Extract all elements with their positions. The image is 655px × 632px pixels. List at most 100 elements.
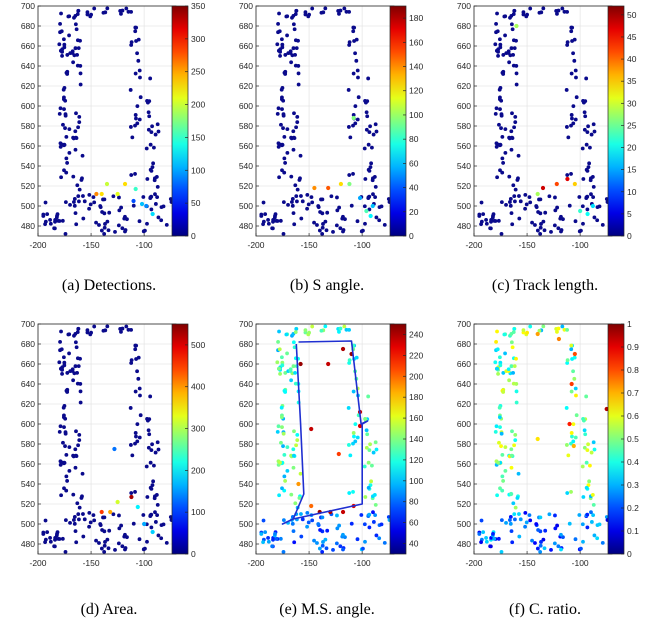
data-point xyxy=(77,114,82,119)
data-point xyxy=(291,364,296,369)
data-point xyxy=(294,9,299,13)
data-point xyxy=(591,513,596,517)
data-point xyxy=(279,355,284,360)
data-point xyxy=(79,496,84,500)
data-point xyxy=(297,178,302,182)
data-point xyxy=(73,453,78,458)
data-point xyxy=(294,443,299,448)
data-point xyxy=(338,326,343,331)
data-point xyxy=(67,469,72,473)
data-point xyxy=(334,223,339,228)
data-point xyxy=(509,211,514,216)
data-point xyxy=(374,533,379,538)
data-point xyxy=(154,493,159,497)
data-point xyxy=(510,222,515,227)
data-point xyxy=(366,76,371,81)
colorbar-tick-label: 0.4 xyxy=(627,457,639,467)
data-point xyxy=(63,518,68,523)
data-point xyxy=(382,540,387,545)
data-point xyxy=(295,199,299,204)
data-point xyxy=(517,216,522,221)
y-tick-label: 480 xyxy=(239,539,253,549)
data-point xyxy=(581,177,586,181)
data-point xyxy=(584,142,589,147)
x-tick-label: -100 xyxy=(572,558,589,568)
colorbar-tick-label: 160 xyxy=(409,413,423,423)
colorbar-tick-label: 160 xyxy=(409,37,423,47)
data-point xyxy=(509,340,514,345)
data-point xyxy=(362,522,367,527)
data-point xyxy=(73,147,78,152)
data-point xyxy=(289,492,294,497)
data-point xyxy=(292,540,297,545)
data-point xyxy=(306,520,311,525)
data-point xyxy=(131,203,136,208)
data-point xyxy=(569,172,573,176)
data-point xyxy=(371,520,376,524)
data-point xyxy=(150,442,154,447)
data-point xyxy=(502,14,507,19)
data-point xyxy=(573,537,578,542)
data-point xyxy=(153,520,158,524)
highlight-point xyxy=(94,191,99,197)
y-tick-label: 540 xyxy=(457,479,471,489)
data-point xyxy=(552,223,557,228)
data-point xyxy=(76,46,81,51)
colorbar-tick-label: 25 xyxy=(627,120,637,130)
data-point xyxy=(102,515,107,520)
data-point xyxy=(289,200,294,204)
data-point xyxy=(355,219,360,224)
data-point xyxy=(62,425,66,430)
data-point xyxy=(134,116,138,121)
x-tick-label: -100 xyxy=(572,240,589,250)
data-point xyxy=(559,532,563,537)
data-point xyxy=(495,329,499,334)
data-point xyxy=(316,522,321,526)
data-point xyxy=(149,525,154,530)
data-point xyxy=(355,435,360,440)
data-point xyxy=(495,48,500,53)
data-point xyxy=(539,222,543,226)
data-point xyxy=(367,194,372,199)
data-point xyxy=(582,445,587,450)
data-point xyxy=(77,199,81,204)
data-point xyxy=(488,226,493,231)
data-point xyxy=(133,172,137,176)
data-point xyxy=(493,360,498,365)
data-point xyxy=(501,371,506,375)
caption-c: (c) Track length. xyxy=(491,277,599,294)
data-point xyxy=(298,471,303,476)
data-point xyxy=(366,167,371,172)
data-point xyxy=(496,536,501,541)
data-point xyxy=(59,347,64,352)
data-point xyxy=(75,183,80,188)
data-point xyxy=(164,540,169,545)
colorbar-tick-label: 100 xyxy=(409,476,423,486)
colorbar-tick-label: 100 xyxy=(191,165,205,175)
colorbar-tick-label: 180 xyxy=(409,392,423,402)
data-point xyxy=(62,363,67,368)
data-point xyxy=(511,381,516,386)
data-point xyxy=(584,394,589,399)
chart-panel-a: -200 -150 -100 480 500 520 540 560 580 600 620 640 6… xyxy=(0,0,218,270)
data-point xyxy=(536,210,541,214)
data-point xyxy=(517,512,521,516)
data-point xyxy=(45,212,50,217)
data-point xyxy=(588,463,592,468)
data-point xyxy=(573,386,578,391)
highlight-point xyxy=(150,529,155,535)
data-point xyxy=(279,87,284,92)
y-tick-label: 500 xyxy=(457,201,471,211)
data-point xyxy=(87,524,91,529)
data-point xyxy=(293,370,297,375)
y-tick-label: 700 xyxy=(21,319,35,329)
highlight-point xyxy=(514,23,519,29)
data-point xyxy=(317,546,322,551)
y-tick-label: 520 xyxy=(21,181,35,191)
data-point xyxy=(294,327,299,331)
data-point xyxy=(512,364,517,369)
data-point xyxy=(503,127,508,132)
data-point xyxy=(155,122,160,127)
data-point xyxy=(288,49,293,54)
y-tick-label: 620 xyxy=(21,81,35,91)
